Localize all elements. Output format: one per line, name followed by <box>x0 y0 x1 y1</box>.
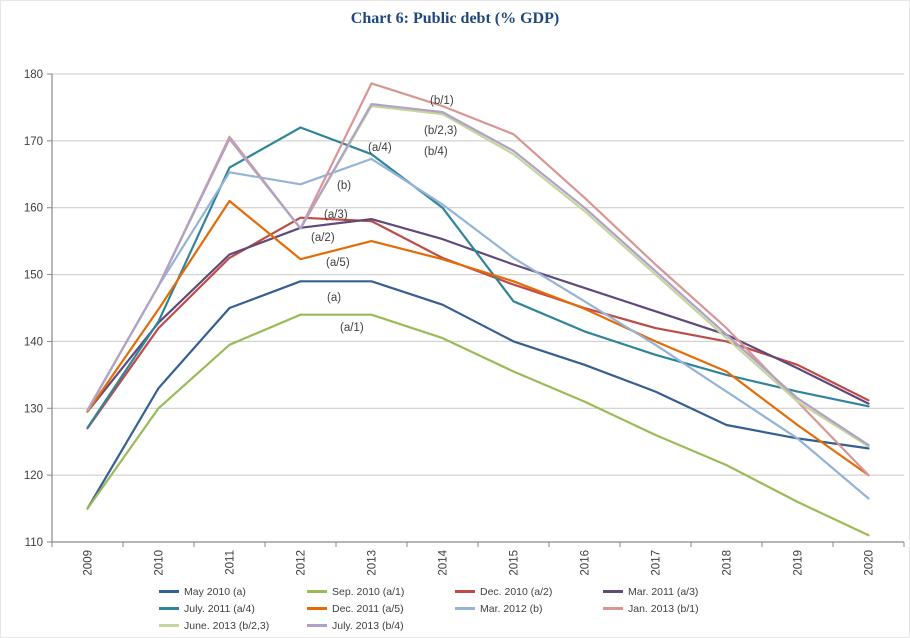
x-tick-label: 2017 <box>651 550 663 576</box>
legend-line-swatch <box>455 590 475 593</box>
legend-item-a2: Dec. 2010 (a/2) <box>455 584 603 599</box>
series-line-b4 <box>86 102 870 447</box>
legend-label: Jan. 2013 (b/1) <box>628 602 699 615</box>
y-tick-label: 170 <box>24 136 43 148</box>
legend-line-swatch <box>603 590 623 593</box>
y-tick-label: 150 <box>24 270 43 282</box>
legend-item-b: Mar. 2012 (b) <box>455 601 603 616</box>
series-annotation: (b/2,3) <box>424 125 457 137</box>
y-tick-label: 130 <box>24 403 43 415</box>
series-annotation: (a/5) <box>326 257 350 269</box>
series-annotation: (b) <box>337 180 351 192</box>
series-annotation: (a/4) <box>368 142 392 154</box>
legend-line-swatch <box>455 607 475 610</box>
series-line-a1 <box>86 313 870 537</box>
legend-item-b23: June. 2013 (b/2,3) <box>159 618 307 633</box>
legend-item-b1: Jan. 2013 (b/1) <box>603 601 751 616</box>
legend-line-swatch <box>159 624 179 627</box>
legend-line-swatch <box>307 607 327 610</box>
legend-line-swatch <box>307 590 327 593</box>
legend-item-a: May 2010 (a) <box>159 584 307 599</box>
x-tick-label: 2011 <box>225 550 237 575</box>
y-tick-label: 160 <box>24 203 43 215</box>
x-tick-label: 2009 <box>83 550 95 576</box>
legend-label: June. 2013 (b/2,3) <box>184 619 270 632</box>
series-annotation: (b/4) <box>424 146 448 158</box>
legend-label: July. 2013 (b/4) <box>332 619 404 632</box>
chart-title: Chart 6: Public debt (% GDP) <box>350 10 560 27</box>
legend-label: May 2010 (a) <box>184 585 246 598</box>
x-tick-label: 2018 <box>722 550 734 576</box>
series-line-b <box>86 157 870 500</box>
series-annotation: (a) <box>327 292 341 304</box>
chart-legend: May 2010 (a) Sep. 2010 (a/1) Dec. 2010 (a/… <box>0 584 910 633</box>
y-tick-label: 120 <box>24 470 43 482</box>
plot-area: 110 120 130 140 150 160 170 180 2009 2010 2011 2012… <box>24 69 905 576</box>
x-tick-label: 2016 <box>580 550 592 576</box>
series-annotation: (a/3) <box>324 209 348 221</box>
legend-item-a1: Sep. 2010 (a/1) <box>307 584 455 599</box>
legend-label: Mar. 2011 (a/3) <box>628 585 699 598</box>
legend-line-swatch <box>159 590 179 593</box>
x-tick-label: 2015 <box>509 550 521 576</box>
x-tick-label: 2013 <box>367 550 379 576</box>
legend-label: Mar. 2012 (b) <box>480 602 543 615</box>
legend-line-swatch <box>307 624 327 627</box>
x-tick-label: 2012 <box>296 550 308 576</box>
y-tick-label: 180 <box>24 69 43 81</box>
legend-item-a4: July. 2011 (a/4) <box>159 601 307 616</box>
legend-item-b4: July. 2013 (b/4) <box>307 618 455 633</box>
legend-item-a3: Mar. 2011 (a/3) <box>603 584 751 599</box>
y-tick-label: 140 <box>24 336 43 348</box>
x-tick-label: 2020 <box>864 550 876 576</box>
legend-label: Sep. 2010 (a/1) <box>332 585 405 598</box>
y-tick-label: 110 <box>25 537 43 549</box>
legend-label: July. 2011 (a/4) <box>184 602 255 615</box>
series-line-a3 <box>86 218 870 413</box>
x-tick-label: 2014 <box>438 549 450 575</box>
legend-line-swatch <box>603 607 623 610</box>
series-annotation: (a/1) <box>340 322 364 334</box>
legend-line-swatch <box>159 607 179 610</box>
legend-label: Dec. 2010 (a/2) <box>480 585 553 598</box>
series-line-b23 <box>86 104 870 448</box>
legend-label: Dec. 2011 (a/5) <box>332 602 404 615</box>
x-tick-label: 2019 <box>793 550 805 576</box>
legend-item-a5: Dec. 2011 (a/5) <box>307 601 455 616</box>
x-tick-label: 2010 <box>154 550 166 576</box>
series-line-a5 <box>86 199 870 477</box>
series-line-a <box>86 280 870 510</box>
series-annotation: (a/2) <box>311 232 335 244</box>
series-annotation: (b/1) <box>430 95 454 107</box>
